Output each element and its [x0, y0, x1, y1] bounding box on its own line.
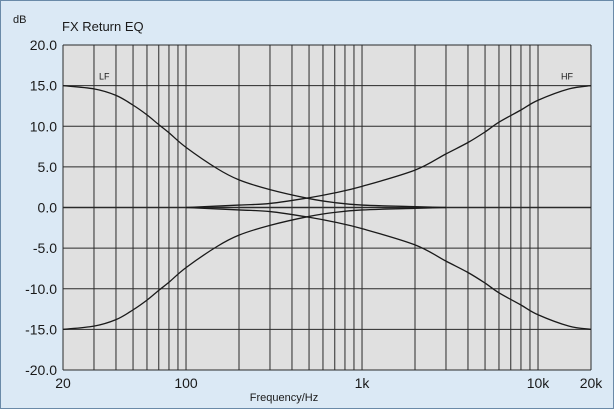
x-tick-label: 1k [355, 375, 371, 391]
chart-title: FX Return EQ [62, 19, 144, 34]
x-tick-label: 100 [174, 375, 198, 391]
series-labels: LF HF [99, 72, 573, 82]
y-tick-label: 0.0 [38, 200, 58, 216]
x-tick-label: 10k [527, 375, 551, 391]
y-tick-label: -15.0 [25, 321, 57, 337]
x-tick-labels: 20 100 1k 10k 20k [55, 375, 603, 391]
y-tick-label: 10.0 [30, 118, 57, 134]
y-tick-labels: 20.0 15.0 10.0 5.0 0.0 -5.0 -10.0 -15.0 -20.0 [25, 37, 57, 378]
eq-curve-2 [62, 206, 447, 331]
y-tick-label: -10.0 [25, 281, 57, 297]
y-tick-label: 15.0 [30, 78, 57, 94]
y-tick-label: -20.0 [25, 362, 57, 378]
x-axis-label: Frequency/Hz [250, 392, 318, 404]
series-label-lf: LF [99, 72, 110, 82]
x-tick-label: 20 [55, 375, 71, 391]
eq-curve-1 [62, 84, 447, 209]
y-axis-label: dB [13, 14, 26, 26]
eq-curves [62, 84, 592, 331]
eq-curve-4 [185, 206, 592, 331]
series-label-hf: HF [561, 72, 573, 82]
y-tick-label: 5.0 [38, 159, 58, 175]
y-tick-label: 20.0 [30, 37, 57, 53]
y-tick-label: -5.0 [33, 240, 57, 256]
y-gridlines [63, 44, 591, 371]
eq-curve-3 [185, 84, 592, 209]
x-tick-label: 20k [580, 375, 604, 391]
